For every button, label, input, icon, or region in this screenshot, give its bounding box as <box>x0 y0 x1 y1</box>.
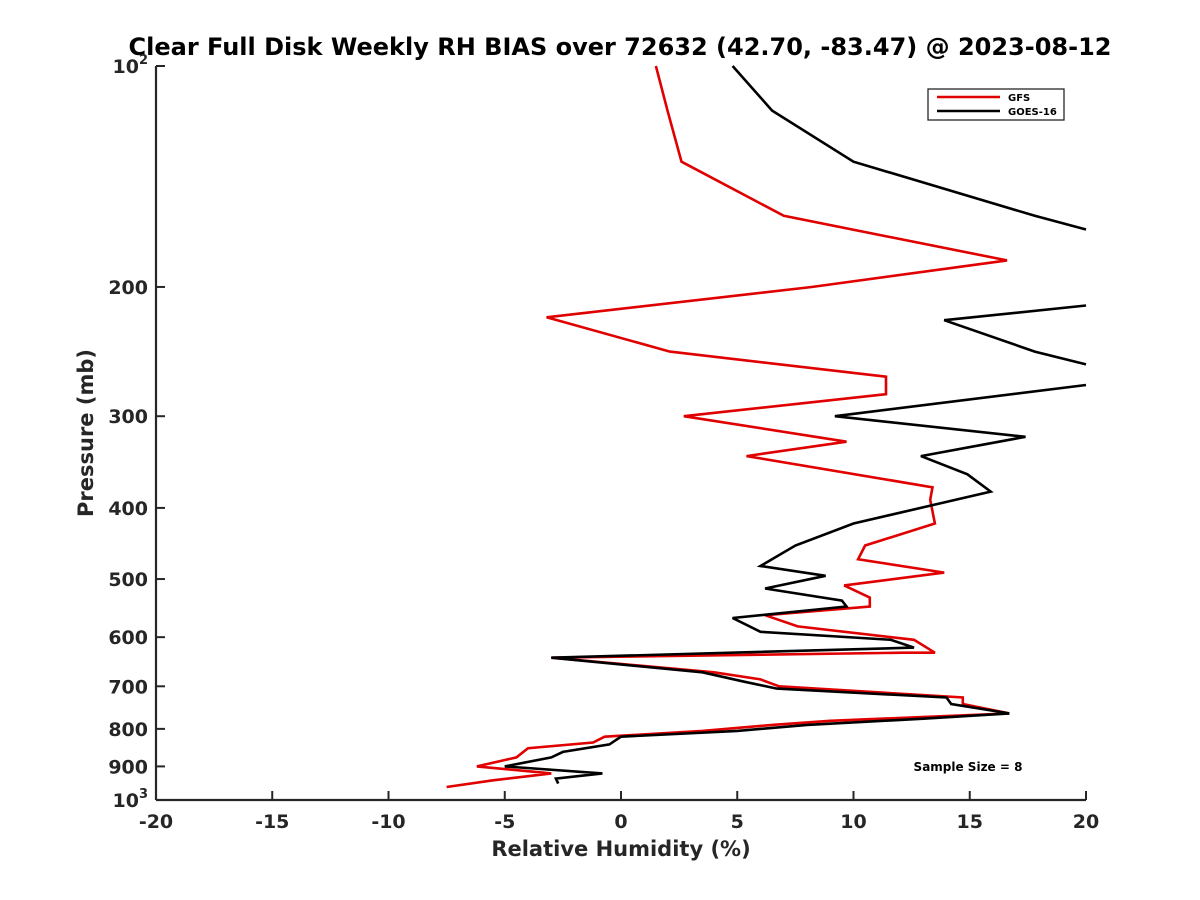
x-tick-label: -5 <box>494 811 515 833</box>
series-line-goes-16-1 <box>943 304 1087 366</box>
y-tick-label: 300 <box>108 406 148 428</box>
y-tick-label: 600 <box>108 627 148 649</box>
series-line-goes-16-0 <box>731 65 1087 231</box>
chart-title: Clear Full Disk Weekly RH BIAS over 7263… <box>129 33 1112 61</box>
y-ticks: 102 200 300 400 500 600 700 800 900 103 <box>108 53 165 812</box>
x-tick-label: 20 <box>1073 811 1099 833</box>
x-tick-label: 10 <box>840 811 866 833</box>
y-tick-label: 102 <box>113 53 149 78</box>
legend-label: GOES-16 <box>1008 107 1057 118</box>
x-tick-label: 5 <box>731 811 744 833</box>
x-tick-label: -15 <box>255 811 289 833</box>
y-axis-label: Pressure (mb) <box>74 349 98 517</box>
x-ticks: -20 -15 -10 -5 0 5 10 15 20 <box>139 791 1099 833</box>
legend-box <box>927 88 1065 121</box>
y-tick-label: 200 <box>108 277 148 299</box>
y-tick-label: 700 <box>108 676 148 698</box>
y-tick-label: 500 <box>108 569 148 591</box>
series-line-goes-16-2 <box>504 383 1087 785</box>
y-tick-label: 800 <box>108 719 148 741</box>
x-tick-label: 0 <box>614 811 627 833</box>
sample-size-annotation: Sample Size = 8 <box>914 760 1023 774</box>
x-tick-label: -10 <box>371 811 405 833</box>
plot-area <box>156 66 1086 800</box>
y-tick-label: 400 <box>108 498 148 520</box>
x-tick-label: 15 <box>957 811 983 833</box>
x-tick-label: -20 <box>139 811 173 833</box>
legend-label: GFS <box>1008 93 1030 104</box>
y-tick-label: 900 <box>108 756 148 778</box>
x-axis-label: Relative Humidity (%) <box>491 837 750 861</box>
series-layer <box>446 65 1087 789</box>
y-tick-label: 103 <box>113 787 149 812</box>
legend: GFS GOES-16 <box>927 88 1065 121</box>
